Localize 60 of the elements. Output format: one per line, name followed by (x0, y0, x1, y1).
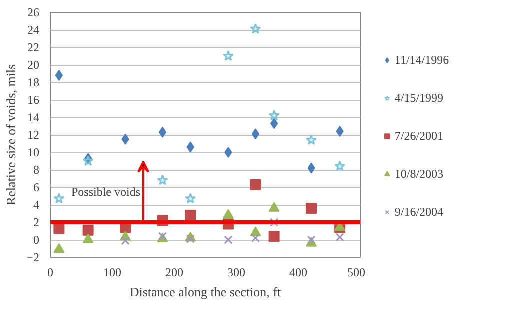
x-tick-label: 200 (166, 266, 184, 280)
point (306, 134, 318, 146)
point (82, 234, 94, 244)
point (82, 224, 94, 236)
x-axis-title: Distance along the section, ft (130, 284, 282, 300)
point (224, 147, 232, 158)
y-tick-label: 0 (34, 233, 40, 247)
y-tick-label: 8 (34, 163, 40, 177)
point (268, 202, 280, 212)
y-tick-label: 20 (28, 58, 40, 72)
point (268, 231, 280, 242)
point (84, 153, 92, 164)
point (252, 128, 260, 140)
point (54, 193, 65, 204)
point (307, 236, 316, 244)
y-tick-label: 24 (28, 23, 40, 37)
point (158, 126, 167, 138)
y-tick-label: 2 (34, 216, 40, 230)
x-tick-label: 300 (228, 266, 246, 280)
point (224, 236, 233, 244)
point (222, 209, 234, 219)
point (82, 156, 94, 166)
point (121, 236, 130, 246)
point (54, 243, 65, 254)
point (270, 118, 278, 130)
point (336, 126, 344, 137)
y-tick-label: 4 (34, 198, 40, 212)
point (306, 203, 318, 214)
point (268, 110, 280, 121)
point (250, 23, 262, 34)
y-tick-label: 18 (28, 76, 40, 90)
point (55, 70, 64, 81)
y-axis-title: Relative size of voids, mils (4, 64, 19, 206)
y-tick-label: 12 (28, 128, 40, 142)
legend-label: 11/14/1996 (394, 52, 450, 68)
x-tick-label: 500 (348, 266, 366, 280)
y-tick-label: 26 (28, 6, 40, 20)
point (185, 210, 196, 221)
legend-label: 4/15/1999 (394, 90, 444, 106)
y-tick-label: 16 (28, 93, 40, 107)
legend-label: 7/26/2001 (394, 128, 444, 144)
annotation: Possible voids (71, 185, 141, 200)
point (186, 234, 195, 244)
point (250, 179, 262, 190)
x-tick-label: 100 (104, 266, 122, 280)
point (251, 234, 260, 243)
y-tick-label: −2 (26, 250, 40, 264)
y-tick-label: 6 (34, 180, 40, 194)
point (336, 233, 344, 242)
y-tick-label: 10 (28, 146, 40, 160)
legend-label: 10/8/2003 (394, 166, 444, 182)
legend-label: 9/16/2004 (394, 204, 444, 220)
y-tick-label: 14 (28, 110, 40, 124)
y-tick-label: 22 (28, 40, 40, 54)
x-tick-label: 0 (48, 266, 54, 280)
x-tick-label: 400 (290, 266, 308, 280)
point (334, 160, 346, 172)
point (157, 174, 168, 186)
point (185, 193, 196, 204)
point (222, 50, 234, 62)
